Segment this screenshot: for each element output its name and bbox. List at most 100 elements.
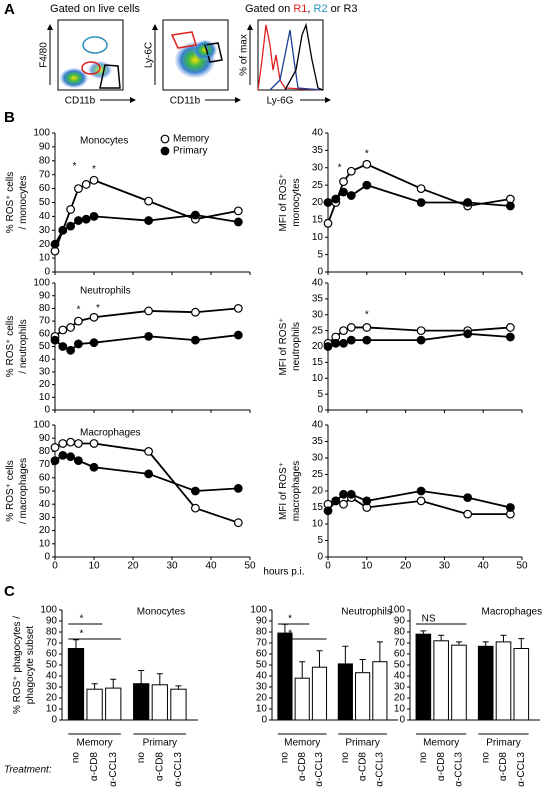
bar [133, 683, 150, 721]
y-tick-label: 100 [33, 420, 50, 431]
chart-title: Neutrophils [80, 286, 131, 297]
y-tick-label: 25 [312, 180, 324, 191]
y-tick-label: 0 [399, 715, 405, 726]
data-point [463, 509, 473, 519]
error-bar [91, 683, 98, 690]
y-tick-label: 40 [39, 211, 51, 222]
data-point [66, 323, 75, 332]
category-label: α-CD8 [297, 752, 308, 782]
x-tick-label: 40 [205, 561, 217, 572]
data-point [505, 323, 515, 332]
data-point [73, 216, 83, 225]
legend-marker [160, 134, 170, 144]
y-tick-label: 70 [39, 459, 51, 470]
data-point [463, 493, 473, 503]
category-label: no [340, 752, 351, 764]
axis-label: Ly-6G [267, 96, 294, 107]
panel-label: A [4, 1, 15, 18]
x-tick-label: 20 [400, 561, 412, 572]
data-point [81, 180, 91, 189]
y-tick-label: 50 [39, 197, 51, 208]
y-tick-label: 20 [256, 693, 268, 704]
data-point [416, 326, 426, 336]
data-point [89, 338, 99, 348]
data-point [144, 196, 154, 206]
bar [277, 632, 293, 721]
y-tick-label: 0 [317, 405, 323, 416]
group-label: Memory [77, 738, 113, 749]
gate-r1: R1 [293, 3, 307, 15]
y-tick-label: 30 [256, 682, 268, 693]
flow-histogram: % of max Ly-6G [239, 19, 331, 107]
y-tick-label: 40 [39, 354, 51, 365]
y-axis-label: neutrophils [291, 322, 302, 371]
data-point [58, 325, 68, 335]
y-axis-label: MFI of ROS⁺ [278, 462, 289, 520]
y-tick-label: 40 [256, 671, 268, 682]
data-point [339, 187, 348, 197]
series-line [54, 179, 239, 252]
data-point [463, 329, 473, 339]
data-point [89, 462, 99, 472]
data-point [89, 211, 99, 221]
data-point [505, 332, 515, 342]
data-point [66, 437, 75, 447]
legend-marker [160, 146, 170, 156]
error-bar [72, 639, 79, 649]
y-tick-label: 30 [312, 162, 324, 173]
y-tick-label: 40 [46, 671, 58, 682]
y-tick-label: 10 [256, 704, 268, 715]
chart-title: Macrophages [80, 428, 141, 439]
flow-plot: Ly-6C CD11b [144, 19, 241, 107]
x-tick-label: 0 [52, 561, 58, 572]
y-tick-label: 50 [394, 660, 406, 671]
axis-label: Ly-6C [144, 42, 155, 68]
bar [433, 640, 449, 721]
data-point [73, 439, 83, 448]
chart-title: Monocytes [137, 607, 185, 618]
data-point [81, 214, 91, 224]
y-tick-label: 10 [312, 232, 324, 243]
y-tick-label: 10 [46, 704, 58, 715]
y-tick-label: 100 [250, 605, 267, 616]
y-tick-label: 20 [312, 341, 324, 352]
y-tick-label: 0 [317, 552, 323, 563]
data-point [50, 239, 60, 249]
y-tick-label: 70 [39, 316, 51, 327]
y-tick-label: 20 [46, 693, 58, 704]
data-point [50, 335, 60, 345]
y-tick-label: 10 [39, 392, 51, 403]
data-point [144, 447, 154, 456]
data-point [73, 184, 83, 194]
y-axis-label: MFI of ROS⁺ [278, 317, 289, 375]
error-bar [316, 650, 323, 668]
y-tick-label: 90 [394, 616, 406, 627]
data-point [362, 496, 372, 506]
y-tick-label: 0 [261, 715, 267, 726]
y-tick-label: 20 [39, 379, 51, 390]
x-tick-label: 50 [516, 561, 528, 572]
data-point [190, 210, 200, 220]
category-label: α-CD8 [154, 752, 165, 782]
category-label: α-CCL3 [314, 752, 325, 787]
y-tick-label: 15 [312, 502, 324, 513]
y-tick-label: 80 [39, 303, 51, 314]
comparison-label: * [80, 629, 84, 640]
data-point [346, 489, 356, 499]
bar [105, 687, 122, 721]
bar [477, 645, 494, 721]
category-label: α-CD8 [357, 752, 368, 782]
y-tick-label: 0 [44, 405, 50, 416]
chart-title: Monocytes [80, 136, 128, 147]
y-tick-label: 70 [46, 638, 58, 649]
title-part: , [307, 3, 310, 15]
y-tick-label: 20 [312, 197, 324, 208]
y-tick-label: 30 [39, 225, 51, 236]
flow-title: Gated on R1, R2 or R3 [245, 3, 358, 15]
category-label: α-CCL3 [454, 752, 465, 787]
y-tick-label: 80 [256, 627, 268, 638]
y-tick-label: 35 [312, 294, 324, 305]
error-bar [376, 641, 383, 662]
category-label: α-CD8 [498, 752, 509, 782]
category-label: α-CCL3 [516, 752, 527, 787]
